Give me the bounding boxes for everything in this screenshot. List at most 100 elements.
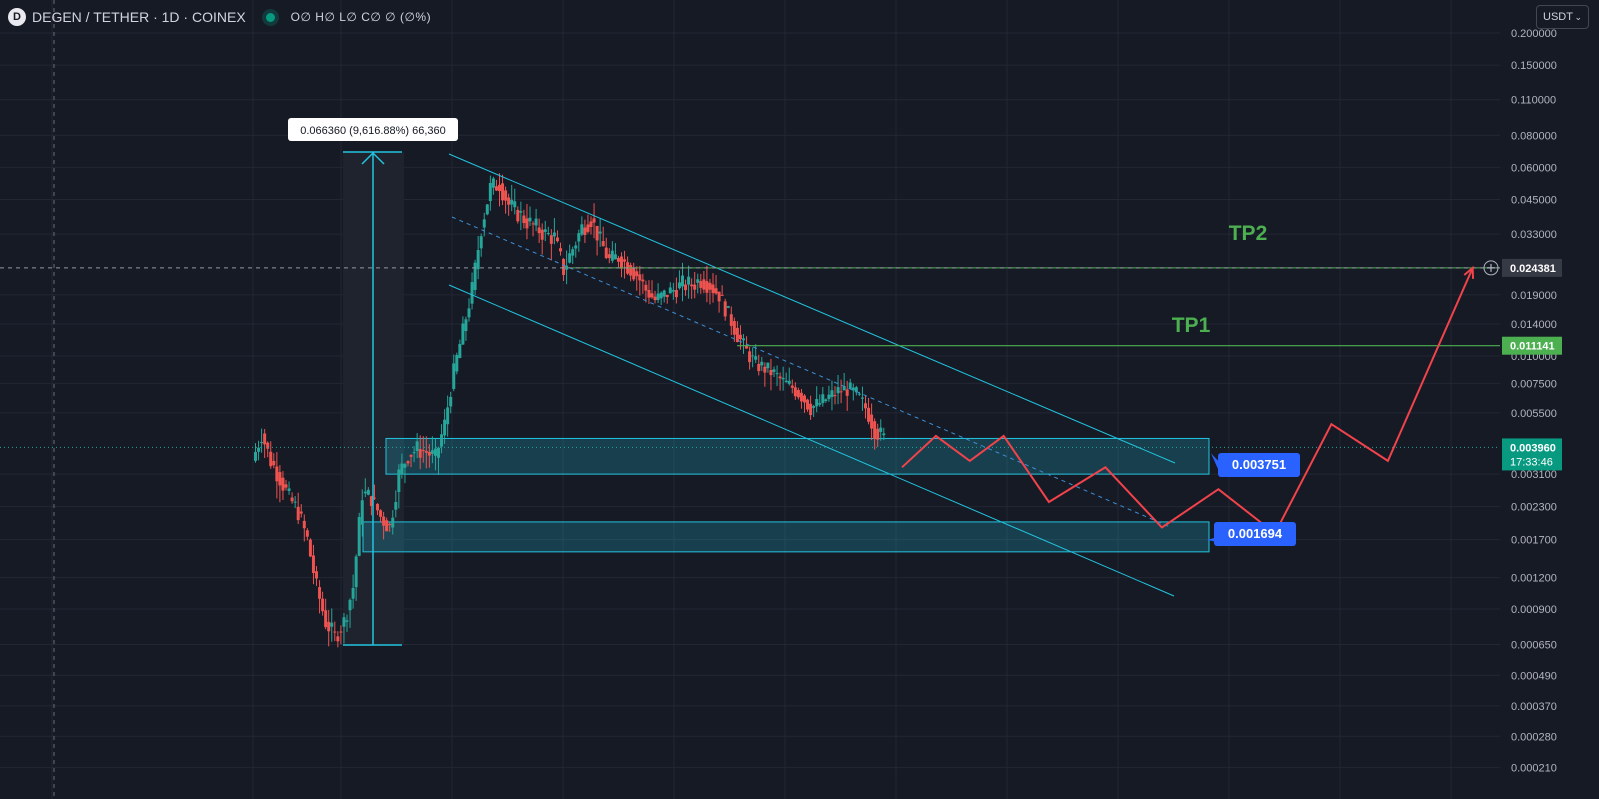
symbol-title[interactable]: DEGEN / TETHER · 1D · COINEX	[32, 9, 246, 25]
candle-body	[534, 218, 538, 226]
currency-button[interactable]: USDT ⌄	[1536, 5, 1589, 29]
price-axis-tick: 0.005500	[1511, 408, 1557, 420]
candle-body	[839, 391, 843, 393]
price-callout-box	[1214, 522, 1296, 546]
candle-body	[446, 407, 450, 425]
candle-body	[665, 294, 669, 298]
forecast-arrow-icon	[1463, 265, 1475, 279]
candle-body	[674, 290, 678, 298]
channel-upper-line	[448, 153, 1176, 464]
candle-body	[662, 290, 666, 297]
candle-body	[510, 199, 514, 205]
candle-body	[287, 488, 291, 491]
symbol-header: D DEGEN / TETHER · 1D · COINEX O∅ H∅ L∅ …	[8, 7, 431, 27]
candle-body	[638, 274, 642, 281]
channel-mid-line	[451, 216, 1171, 528]
candle-body	[610, 250, 614, 261]
candle-body	[260, 442, 264, 444]
price-axis-tick: 0.003100	[1511, 469, 1557, 481]
price-axis-tick: 0.080000	[1511, 130, 1557, 142]
price-callout-text: 0.003751	[1232, 457, 1286, 472]
candle-body	[513, 201, 517, 208]
candle-body	[684, 284, 688, 291]
candle-body	[519, 211, 523, 213]
candle-body	[522, 215, 526, 224]
candle-body	[726, 306, 730, 308]
chevron-down-icon: ⌄	[1574, 11, 1582, 22]
candle-body	[318, 587, 322, 599]
candle-body	[388, 523, 392, 526]
candle-body	[729, 314, 733, 326]
candle-body	[702, 279, 706, 290]
tp1-price-label: 0.011141	[1510, 341, 1555, 353]
candle-body	[620, 256, 623, 269]
candle-body	[485, 204, 489, 215]
candle-body	[372, 497, 376, 499]
candle-body	[464, 319, 468, 332]
candle-body	[427, 451, 431, 456]
tp2-label: TP2	[1229, 222, 1268, 245]
candle-body	[723, 301, 727, 317]
candle-body	[467, 308, 471, 318]
candle-body	[812, 406, 816, 408]
price-axis-tick: 0.000900	[1511, 604, 1557, 616]
candle-body	[867, 407, 871, 422]
forecast-path	[901, 267, 1474, 535]
candle-body	[583, 227, 587, 236]
candle-body	[491, 178, 495, 188]
candle-body	[360, 500, 364, 525]
candle-body	[488, 182, 492, 201]
candle-body	[254, 451, 257, 461]
candles	[254, 173, 886, 648]
add-alert-icon	[1483, 260, 1499, 276]
candle-body	[482, 219, 486, 228]
candle-body	[671, 290, 675, 292]
candle-body	[751, 355, 755, 357]
candle-body	[458, 344, 462, 358]
price-axis-tick: 0.000650	[1511, 639, 1557, 651]
candle-body	[650, 293, 654, 298]
candle-body	[403, 464, 407, 468]
candle-body	[742, 338, 745, 341]
candle-body	[565, 265, 569, 270]
candle-body	[595, 225, 599, 241]
candle-body	[540, 229, 544, 240]
candle-body	[815, 399, 819, 407]
price-axis-tick: 0.014000	[1511, 319, 1557, 331]
candle-body	[278, 472, 282, 486]
price-callout-box	[1218, 453, 1300, 477]
candle-body	[696, 279, 700, 283]
price-axis-tick: 0.007500	[1511, 378, 1557, 390]
countdown-label: 17:33:46	[1510, 456, 1553, 468]
candle-body	[629, 265, 633, 276]
candle-body	[568, 253, 572, 263]
candle-body	[827, 394, 831, 400]
candle-body	[315, 571, 318, 579]
candle-body	[391, 517, 395, 528]
candle-body	[479, 236, 483, 249]
candle-body	[354, 556, 358, 588]
candle-body	[348, 599, 352, 611]
candle-body	[308, 539, 312, 557]
candle-body	[806, 399, 810, 410]
candle-body	[269, 451, 273, 467]
candle-body	[543, 229, 547, 232]
price-axis-tick: 0.200000	[1511, 28, 1557, 40]
market-status-icon	[265, 12, 275, 22]
candle-body	[623, 259, 627, 262]
candle-body	[574, 245, 578, 249]
price-axis-tick: 0.000210	[1511, 763, 1557, 775]
candle-body	[302, 520, 306, 529]
candle-body	[720, 294, 724, 296]
candle-body	[409, 454, 413, 457]
candle-body	[601, 241, 605, 247]
candle-body	[757, 363, 761, 372]
candle-body	[272, 460, 276, 466]
candle-body	[562, 258, 566, 275]
candle-body	[641, 279, 645, 282]
candle-body	[357, 517, 361, 556]
price-axis	[1500, 0, 1599, 799]
candle-body	[507, 197, 511, 205]
candle-body	[824, 399, 828, 402]
